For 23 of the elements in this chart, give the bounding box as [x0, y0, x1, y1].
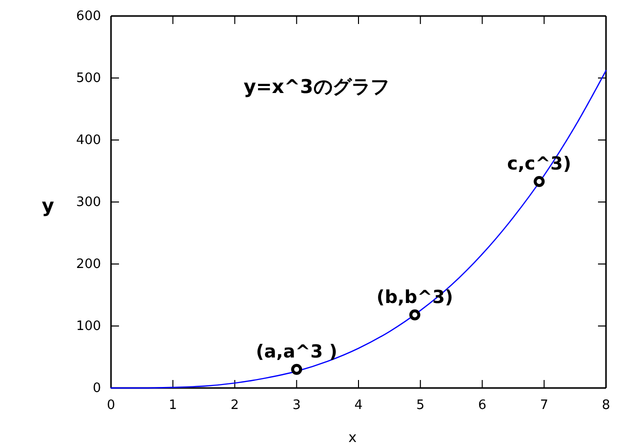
x-tick-label: 0 — [106, 398, 116, 414]
x-tick-label: 1 — [168, 398, 178, 414]
y-tick-label: 300 — [76, 195, 101, 210]
y-axis-title: y — [42, 195, 55, 217]
x-tick-label: 8 — [602, 398, 610, 414]
text: y=x^3のグラフ — [244, 76, 390, 98]
point — [291, 364, 302, 375]
x-tick-label: 6 — [478, 398, 486, 414]
x-tick-label: 4 — [354, 398, 363, 414]
y-tick-label: 200 — [76, 257, 101, 272]
point — [409, 309, 420, 320]
y-tick-label: 0 — [92, 381, 101, 396]
y-tick-label: 400 — [76, 133, 101, 148]
x-tick-label: 7 — [540, 398, 548, 414]
x-tick-label: 5 — [416, 398, 425, 414]
x-tick-label: 3 — [292, 398, 301, 414]
point — [534, 176, 545, 188]
x-tick-label: 2 — [230, 398, 239, 414]
x-axis-title: x — [348, 430, 357, 446]
y-tick-label: 500 — [76, 71, 101, 86]
annotation: (a,a^3 ) — [256, 341, 338, 362]
y-tick-label: 600 — [76, 9, 101, 24]
y-tick-label: 100 — [76, 319, 101, 334]
